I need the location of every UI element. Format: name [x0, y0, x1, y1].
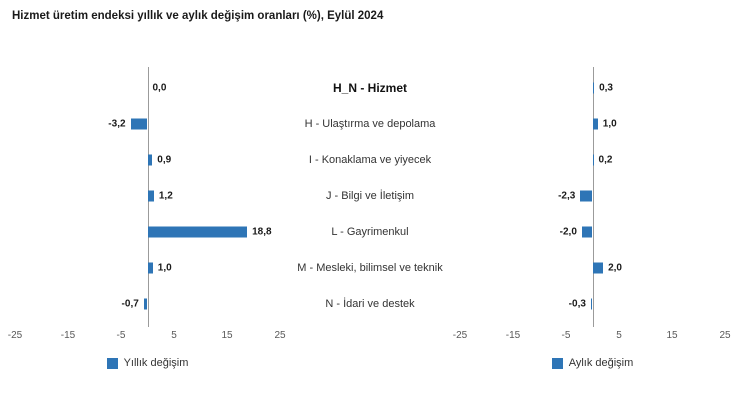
category-label: N - İdari ve destek: [325, 298, 415, 310]
legend-label: Aylık değişim: [568, 357, 634, 369]
bar-value-label: 1,2: [158, 190, 173, 202]
bar-row: -3,2: [15, 106, 280, 142]
bar: [590, 298, 593, 310]
bar-value-label: 18,8: [252, 226, 272, 238]
bar-row: 0,2: [460, 142, 725, 178]
bar-row: -0,7: [15, 286, 280, 322]
category-label: H - Ulaştırma ve depolama: [304, 118, 436, 130]
bar-row: 0,3: [460, 70, 725, 106]
category-label: L - Gayrimenkul: [331, 226, 409, 238]
bar-value-label: 1,0: [157, 262, 172, 274]
x-tick-label: -15: [60, 330, 76, 341]
bar-value-label: 0,3: [599, 82, 613, 94]
x-tick-label: 25: [274, 330, 286, 341]
bar: [592, 154, 594, 166]
legend-label: Yıllık değişim: [123, 357, 189, 369]
chart-title: Hizmet üretim endeksi yıllık ve aylık de…: [12, 10, 384, 22]
x-tick-label: -15: [505, 330, 521, 341]
bar-value-label: -2,3: [558, 190, 576, 202]
x-tick-label: 25: [719, 330, 731, 341]
x-tick-label: 15: [666, 330, 678, 341]
zero-axis-line: [592, 67, 594, 327]
bar-value-label: 0,9: [157, 154, 172, 166]
bar: [592, 118, 598, 130]
x-tick-label: -25: [7, 330, 23, 341]
bar-row: 1,0: [15, 250, 280, 286]
category-label: I - Konaklama ve yiyecek: [308, 154, 432, 166]
bar-row: 0,9: [15, 142, 280, 178]
annual-change-plot: 0,0 -3,2 0,9 1,2 18,8 1,0 -0,7: [15, 67, 280, 327]
bar-value-label: 0,0: [152, 82, 167, 94]
bar: [580, 190, 593, 202]
category-label: H_N - Hizmet: [332, 81, 407, 95]
bar-row: -2,3: [460, 178, 725, 214]
bar-row: 0,0: [15, 70, 280, 106]
bar: [130, 118, 148, 130]
annual-x-axis: -25 -15 -5 5 15 25: [8, 330, 286, 344]
bar: [147, 154, 153, 166]
monthly-x-axis: -25 -15 -5 5 15 25: [453, 330, 731, 344]
annual-legend: Yıllık değişim: [15, 357, 280, 369]
bar-row: 1,2: [15, 178, 280, 214]
x-tick-label: 5: [171, 330, 177, 341]
bar-row: 18,8: [15, 214, 280, 250]
bar-value-label: -3,2: [108, 118, 126, 130]
category-label: J - Bilgi ve İletişim: [325, 190, 415, 202]
bar: [581, 226, 593, 238]
bar: [147, 226, 248, 238]
legend-color-swatch: [106, 357, 118, 369]
bar-value-label: -2,0: [559, 226, 577, 238]
legend-color-swatch: [551, 357, 563, 369]
x-tick-label: -5: [561, 330, 571, 341]
bar-value-label: 1,0: [602, 118, 617, 130]
bar: [147, 190, 154, 202]
monthly-change-plot: 0,3 1,0 0,2 -2,3 -2,0 2,0 -0,3: [460, 67, 725, 327]
bar: [592, 262, 604, 274]
category-label: M - Mesleki, bilimsel ve teknik: [297, 262, 443, 274]
bar: [143, 298, 148, 310]
x-tick-label: -5: [116, 330, 126, 341]
x-tick-label: 15: [221, 330, 233, 341]
bar-value-label: 0,2: [598, 154, 613, 166]
bar-row: 2,0: [460, 250, 725, 286]
bar-value-label: -0,3: [568, 298, 586, 310]
bar-value-label: 2,0: [608, 262, 622, 274]
bar: [592, 82, 595, 94]
category-labels-column: H_N - Hizmet H - Ulaştırma ve depolama I -…: [280, 70, 460, 322]
bar-value-label: -0,7: [121, 298, 139, 310]
monthly-legend: Aylık değişim: [460, 357, 725, 369]
bar-row: -0,3: [460, 286, 725, 322]
x-tick-label: 5: [616, 330, 622, 341]
bar-row: 1,0: [460, 106, 725, 142]
bar-row: -2,0: [460, 214, 725, 250]
x-tick-label: -25: [452, 330, 468, 341]
bar: [147, 262, 153, 274]
